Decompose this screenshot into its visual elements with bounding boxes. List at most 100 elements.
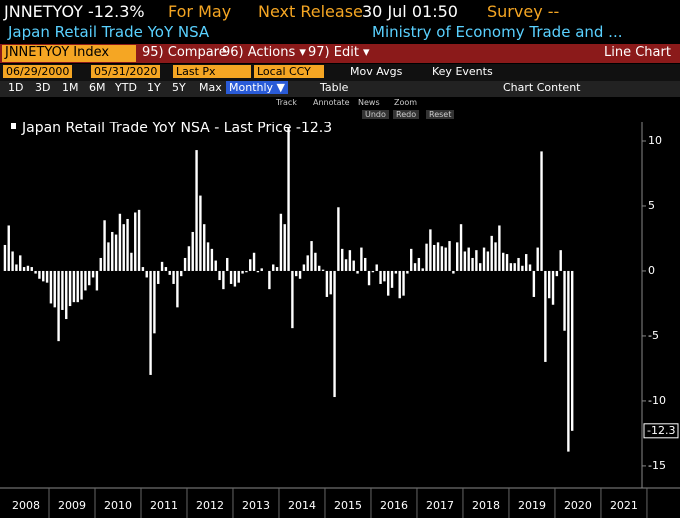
- bar: [364, 257, 367, 271]
- bar: [467, 247, 470, 271]
- edit[interactable]: 97) Edit ▾: [308, 45, 370, 60]
- bar: [367, 270, 371, 286]
- x-tick-label: 2009: [58, 499, 86, 512]
- name-row: Japan Retail Trade YoY NSA Ministry of E…: [0, 23, 680, 43]
- bar: [76, 270, 79, 303]
- chart-content[interactable]: Chart Content: [503, 81, 581, 94]
- last-value-label: -12.3: [647, 424, 675, 437]
- toolbar: JNNETYOY Index 95) Compare 96) Actions ▾…: [0, 44, 680, 63]
- bar: [302, 264, 306, 271]
- range-button[interactable]: Max: [199, 81, 222, 94]
- bar: [122, 224, 125, 271]
- x-tick-label: 2017: [426, 499, 454, 512]
- bar: [471, 257, 474, 271]
- next-label: Next Release: [258, 2, 363, 21]
- bar: [134, 212, 137, 271]
- x-tick-label: 2010: [104, 499, 132, 512]
- key-events[interactable]: Key Events: [432, 65, 493, 78]
- actions[interactable]: 96) Actions ▾: [222, 45, 306, 60]
- range-button[interactable]: YTD: [115, 81, 137, 94]
- bar: [475, 250, 478, 271]
- range-button[interactable]: 1Y: [147, 81, 161, 94]
- bar: [3, 244, 7, 271]
- tool-row: Track Annotate News Zoom Undo Redo Reset: [0, 98, 680, 122]
- bar: [118, 213, 122, 271]
- bar: [333, 270, 336, 398]
- range-button[interactable]: 1M: [62, 81, 79, 94]
- bar: [172, 270, 175, 284]
- bar: [528, 264, 532, 271]
- bar: [375, 264, 378, 271]
- bar: [80, 270, 83, 300]
- bar: [555, 270, 559, 277]
- bar: [429, 229, 432, 271]
- range-button[interactable]: 5Y: [172, 81, 186, 94]
- bar: [360, 247, 363, 271]
- edit-button[interactable]: Reset: [426, 110, 455, 119]
- field[interactable]: Last Px: [173, 65, 251, 78]
- bar: [275, 267, 279, 271]
- start-date[interactable]: 06/29/2000: [3, 65, 73, 78]
- bar: [84, 270, 87, 291]
- bar: [571, 270, 574, 431]
- bar: [237, 270, 240, 283]
- legend-swatch: [11, 123, 16, 129]
- range-button[interactable]: 6M: [89, 81, 106, 94]
- bar: [440, 246, 444, 271]
- table[interactable]: Table: [320, 81, 349, 94]
- bar: [279, 213, 283, 271]
- bar: [551, 270, 555, 305]
- bar: [195, 150, 198, 271]
- bar: [107, 242, 110, 271]
- tool-button[interactable]: News: [358, 98, 380, 107]
- bar: [218, 270, 221, 281]
- tool-button[interactable]: Annotate: [313, 98, 350, 107]
- tool-button[interactable]: Zoom: [394, 98, 418, 107]
- bar: [494, 242, 497, 271]
- bar: [245, 270, 248, 273]
- bar: [310, 241, 313, 271]
- bar: [222, 270, 225, 290]
- security[interactable]: JNNETYOY Index: [2, 45, 136, 62]
- bar: [559, 250, 562, 271]
- y-tick-label: 5: [648, 199, 655, 212]
- range-button[interactable]: 3D: [35, 81, 51, 94]
- bar: [252, 252, 256, 271]
- range-button[interactable]: 1D: [8, 81, 24, 94]
- range-row: Monthly ▼ Table Chart Content 1D 3D 1M 6M YT…: [0, 81, 680, 97]
- bar: [513, 263, 516, 271]
- bar: [183, 257, 187, 271]
- bar: [291, 270, 294, 329]
- chart: Japan Retail Trade YoY NSA - Last Price …: [0, 122, 680, 518]
- bar: [406, 270, 409, 274]
- bar: [563, 270, 566, 331]
- bar: [337, 207, 340, 271]
- edit-button[interactable]: Redo: [393, 110, 420, 119]
- edit-button[interactable]: Undo: [362, 110, 389, 119]
- bar: [72, 270, 76, 303]
- bar: [295, 270, 298, 277]
- bar: [540, 151, 543, 271]
- period[interactable]: Monthly ▼: [226, 81, 288, 94]
- bar: [160, 261, 164, 271]
- currency[interactable]: Local CCY: [254, 65, 324, 78]
- tool-button[interactable]: Track: [276, 98, 297, 107]
- source: Ministry of Economy Trade and ...: [372, 23, 623, 41]
- mov-avgs[interactable]: Mov Avgs: [350, 65, 403, 78]
- bar: [141, 267, 145, 271]
- x-tick-label: 2019: [518, 499, 546, 512]
- end-date[interactable]: 05/31/2020: [91, 65, 161, 78]
- compare[interactable]: 95) Compare: [142, 45, 227, 60]
- bar: [49, 270, 53, 304]
- bar: [287, 128, 290, 271]
- bar: [548, 270, 551, 299]
- bar: [410, 248, 413, 271]
- bar: [164, 267, 168, 271]
- settings-row: 06/29/2000 05/31/2020 Last Px Local CCY …: [0, 64, 680, 81]
- bar: [452, 270, 455, 274]
- bar: [57, 270, 60, 342]
- bar: [88, 270, 91, 286]
- bar: [210, 248, 214, 271]
- bar: [463, 251, 467, 271]
- view[interactable]: Line Chart: [604, 45, 671, 60]
